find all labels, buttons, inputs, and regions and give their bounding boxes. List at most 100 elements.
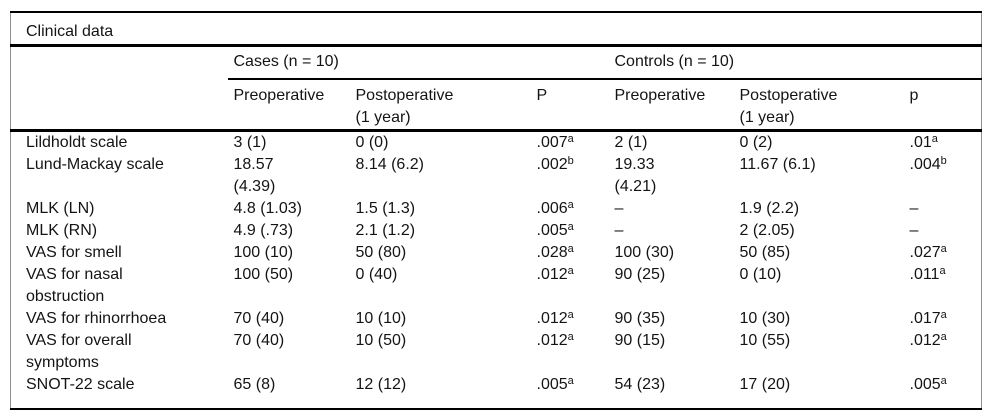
p-value: .01 bbox=[909, 134, 932, 151]
cell-controls-preoperative: 90 (35) bbox=[614, 310, 666, 327]
cell-cases-postoperative: 10 (10) bbox=[355, 310, 407, 327]
cell-controls-postoperative: 50 (85) bbox=[739, 244, 791, 261]
group-header-cases: Cases (n = 10) bbox=[227, 45, 609, 80]
cell-controls-p-value: – bbox=[904, 220, 982, 242]
col-header-controls-postoperative: Postoperative (1 year) bbox=[733, 79, 904, 132]
cell-cases-postoperative: 2.1 (1.2) bbox=[355, 222, 416, 239]
p-superscript: a bbox=[567, 221, 574, 233]
cell-cases-p-value: .002b bbox=[531, 154, 609, 198]
col-header-spacer bbox=[10, 79, 228, 132]
p-value: .005 bbox=[909, 376, 941, 393]
cell-cases-p-value: .012a bbox=[531, 308, 609, 330]
cell-controls-p-value: – bbox=[904, 198, 982, 220]
p-value: .005 bbox=[536, 222, 568, 239]
cell-cases-p-value: .028a bbox=[531, 242, 609, 264]
table-row-snot-22-scale: SNOT-22 scale 65 (8) 12 (12) .005a 54 (2… bbox=[11, 374, 982, 409]
p-superscript: a bbox=[567, 199, 574, 211]
cell-cases-p-value: .006a bbox=[531, 198, 609, 220]
table-row-mlk-rn: MLK (RN) 4.9 (.73) 2.1 (1.2) .005a – 2 (… bbox=[11, 220, 982, 242]
column-header-row: Preoperative Postoperative (1 year) P Pr… bbox=[10, 79, 982, 132]
row-label: MLK (RN) bbox=[26, 222, 98, 239]
p-superscript: a bbox=[940, 243, 947, 255]
row-label: VAS for rhinorrhoea bbox=[26, 310, 167, 327]
col-header-cases-postoperative: Postoperative (1 year) bbox=[349, 79, 531, 132]
table-row-vas-nasal-obstruction: VAS for nasal obstruction 100 (50) 0 (40… bbox=[11, 264, 982, 308]
col-header-controls-p: p bbox=[903, 79, 982, 132]
p-value: – bbox=[909, 200, 919, 217]
p-superscript: a bbox=[567, 375, 574, 387]
cell-controls-postoperative: 0 (2) bbox=[739, 134, 773, 151]
p-value: .004 bbox=[909, 156, 941, 173]
p-superscript: a bbox=[567, 243, 574, 255]
col-header-controls-preoperative: Preoperative bbox=[608, 79, 734, 132]
table-row-vas-rhinorrhoea: VAS for rhinorrhoea 70 (40) 10 (10) .012… bbox=[11, 308, 982, 330]
cell-controls-p-value: .01a bbox=[904, 131, 982, 155]
cell-controls-preoperative: 100 (30) bbox=[614, 244, 675, 261]
cell-controls-p-value: .012a bbox=[904, 330, 982, 374]
cell-controls-preoperative: 90 (25) bbox=[614, 266, 666, 283]
p-superscript: b bbox=[940, 155, 947, 167]
row-label: VAS for overall symptoms bbox=[26, 332, 132, 371]
cell-controls-postoperative: 1.9 (2.2) bbox=[739, 200, 800, 217]
p-value: .012 bbox=[536, 266, 568, 283]
cell-controls-preoperative: 90 (15) bbox=[614, 332, 666, 349]
title-row: Clinical data bbox=[10, 12, 982, 47]
p-superscript: a bbox=[939, 265, 946, 277]
p-value: .012 bbox=[909, 332, 941, 349]
p-value: .011 bbox=[909, 266, 940, 283]
cell-cases-postoperative: 0 (40) bbox=[355, 266, 398, 283]
cell-cases-preoperative: 70 (40) bbox=[233, 332, 285, 349]
cell-cases-p-value: .005a bbox=[531, 374, 609, 409]
group-header-row: Cases (n = 10) Controls (n = 10) bbox=[11, 45, 982, 80]
cell-controls-preoperative: – bbox=[614, 200, 624, 217]
cell-cases-preoperative: 100 (10) bbox=[233, 244, 294, 261]
cell-controls-postoperative: 0 (10) bbox=[739, 266, 782, 283]
col-header-cases-preoperative: Preoperative bbox=[227, 79, 350, 132]
cell-cases-p-value: .012a bbox=[531, 264, 609, 308]
p-value: .017 bbox=[909, 310, 941, 327]
cell-controls-preoperative: 19.33 (4.21) bbox=[614, 156, 657, 195]
p-superscript: a bbox=[567, 309, 574, 321]
cell-controls-preoperative: 54 (23) bbox=[614, 376, 666, 393]
cell-controls-p-value: .005a bbox=[904, 374, 982, 409]
table-title: Clinical data bbox=[10, 12, 982, 47]
cell-cases-postoperative: 0 (0) bbox=[355, 134, 389, 151]
p-superscript: a bbox=[567, 331, 574, 343]
row-label: MLK (LN) bbox=[26, 200, 95, 217]
cell-cases-preoperative: 100 (50) bbox=[233, 266, 294, 283]
p-superscript: b bbox=[567, 155, 574, 167]
cell-controls-postoperative: 10 (30) bbox=[739, 310, 791, 327]
table-row-lildholdt-scale: Lildholdt scale 3 (1) 0 (0) .007a 2 (1) … bbox=[11, 131, 982, 155]
p-superscript: a bbox=[940, 375, 947, 387]
cell-controls-postoperative: 10 (55) bbox=[739, 332, 791, 349]
p-superscript: a bbox=[567, 265, 574, 277]
cell-cases-postoperative: 1.5 (1.3) bbox=[355, 200, 416, 217]
cell-cases-postoperative: 8.14 (6.2) bbox=[355, 156, 424, 173]
cell-cases-preoperative: 4.9 (.73) bbox=[233, 222, 294, 239]
row-label: Lildholdt scale bbox=[26, 134, 128, 151]
col-header-cases-p: P bbox=[530, 79, 609, 132]
p-superscript: a bbox=[940, 309, 947, 321]
cell-controls-postoperative: 2 (2.05) bbox=[739, 222, 795, 239]
p-value: .005 bbox=[536, 376, 568, 393]
cell-controls-p-value: .017a bbox=[904, 308, 982, 330]
cell-cases-preoperative: 70 (40) bbox=[233, 310, 285, 327]
cell-controls-preoperative: – bbox=[614, 222, 624, 239]
p-superscript: a bbox=[567, 133, 574, 145]
cell-controls-postoperative: 17 (20) bbox=[739, 376, 791, 393]
row-label: VAS for smell bbox=[26, 244, 122, 261]
p-value: .028 bbox=[536, 244, 568, 261]
cell-cases-p-value: .012a bbox=[531, 330, 609, 374]
p-value: .002 bbox=[536, 156, 568, 173]
p-value: .006 bbox=[536, 200, 568, 217]
p-superscript: a bbox=[931, 133, 938, 145]
cell-controls-p-value: .027a bbox=[904, 242, 982, 264]
table-row-lund-mackay-scale: Lund-Mackay scale 18.57 (4.39) 8.14 (6.2… bbox=[11, 154, 982, 198]
table-row-mlk-ln: MLK (LN) 4.8 (1.03) 1.5 (1.3) .006a – 1.… bbox=[11, 198, 982, 220]
cell-controls-p-value: .011a bbox=[904, 264, 982, 308]
p-value: .012 bbox=[536, 310, 568, 327]
p-superscript: a bbox=[940, 331, 947, 343]
p-value: .012 bbox=[536, 332, 568, 349]
cell-cases-preoperative: 18.57 (4.39) bbox=[233, 156, 276, 195]
